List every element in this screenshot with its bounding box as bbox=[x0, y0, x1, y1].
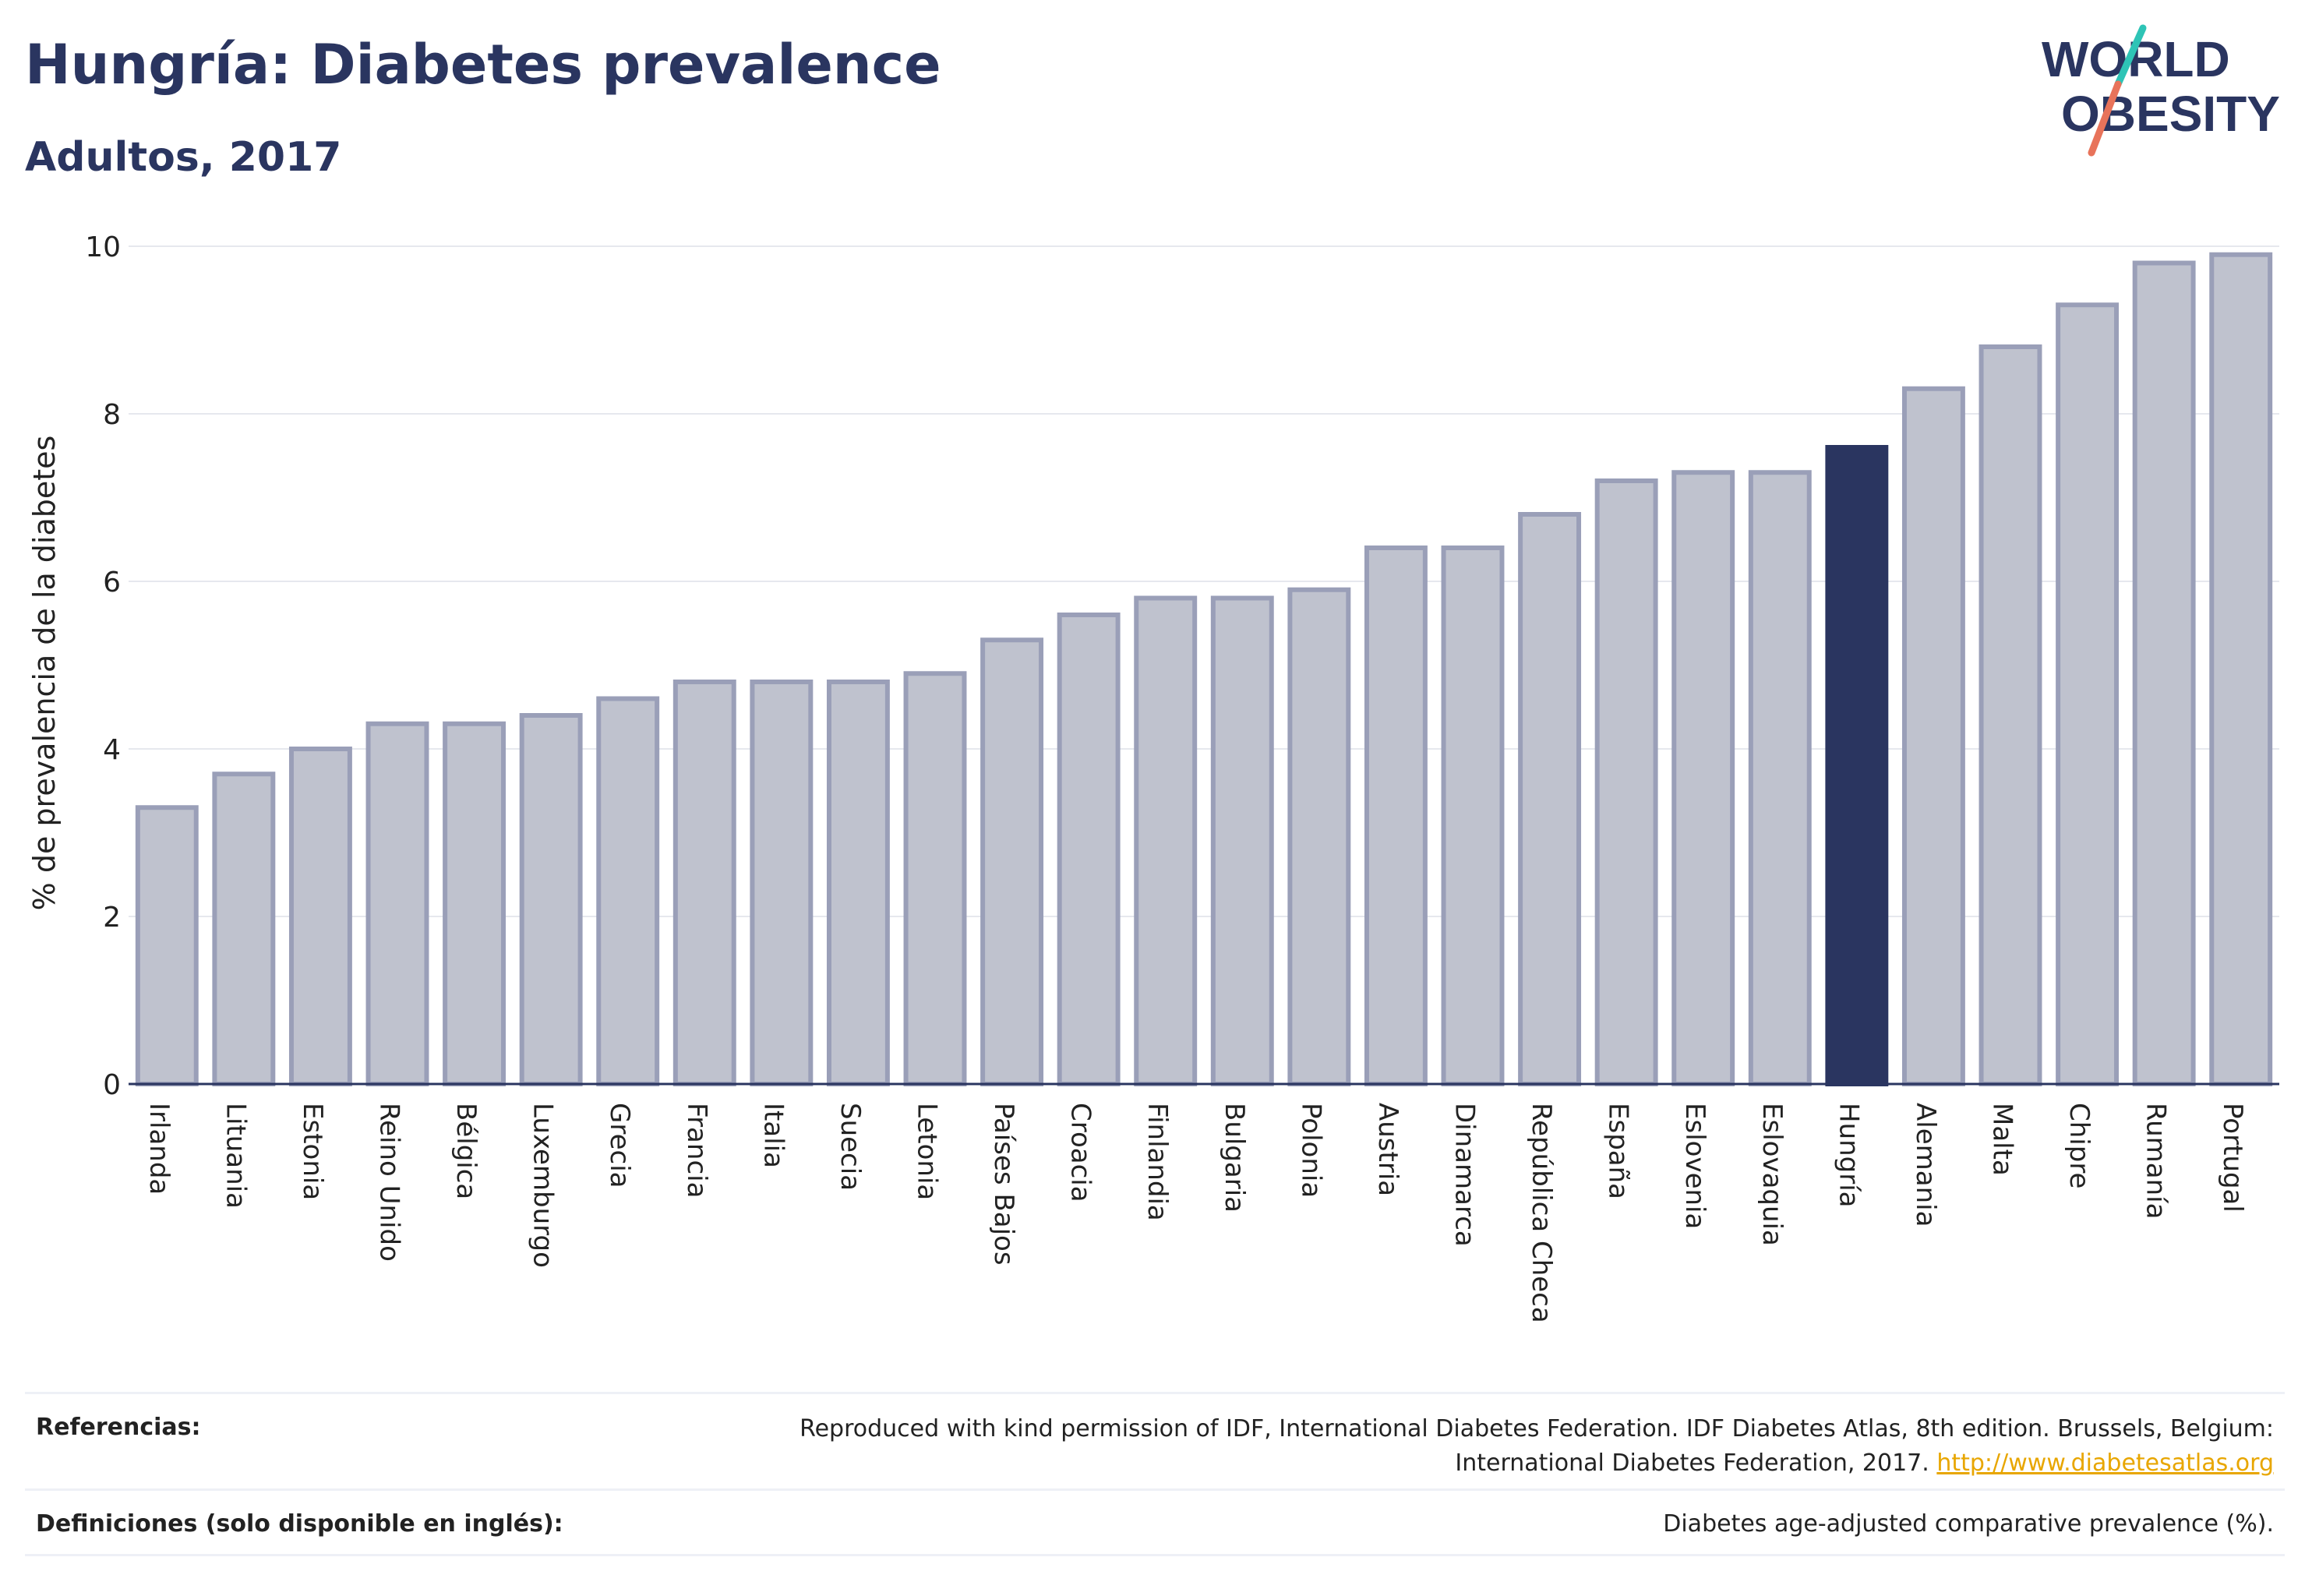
bar-dinamarca bbox=[1441, 546, 1505, 1086]
references-label: Referencias: bbox=[36, 1414, 201, 1441]
bar-grecia bbox=[596, 696, 660, 1086]
bar-irlanda bbox=[135, 805, 199, 1086]
x-tick-label: Polonia bbox=[1295, 1103, 1326, 1198]
x-tick-label: República Checa bbox=[1526, 1103, 1557, 1323]
bar-letonia bbox=[903, 671, 967, 1086]
bar-estonia bbox=[288, 747, 352, 1086]
x-tick-label: Alemania bbox=[1910, 1103, 1941, 1227]
x-tick-label: Grecia bbox=[604, 1103, 635, 1188]
y-tick-label: 0 bbox=[103, 1069, 121, 1101]
references-text-line2: International Diabetes Federation, 2017. bbox=[1455, 1449, 1929, 1477]
bar-francia bbox=[672, 680, 736, 1086]
definitions-text: Diabetes age-adjusted comparative preval… bbox=[1663, 1510, 2274, 1538]
x-tick-label: Bulgaria bbox=[1219, 1103, 1250, 1213]
logo-slash-teal bbox=[2114, 24, 2147, 88]
x-tick-label: Finlandia bbox=[1142, 1103, 1173, 1221]
references-link[interactable]: http://www.diabetesatlas.org bbox=[1936, 1449, 2274, 1477]
bar-rumanía bbox=[2132, 260, 2196, 1086]
x-tick-label: Irlanda bbox=[143, 1103, 175, 1195]
logo-slash-coral bbox=[2088, 80, 2122, 157]
x-tick-label: Austria bbox=[1372, 1103, 1403, 1196]
y-axis-label: % de prevalencia de la diabetes bbox=[27, 436, 62, 911]
x-tick-label: España bbox=[1603, 1103, 1634, 1199]
footer-divider-top bbox=[25, 1392, 2285, 1394]
references-text-line1: Reproduced with kind permission of IDF, … bbox=[800, 1415, 2274, 1442]
bar-reino-unido bbox=[365, 721, 429, 1086]
x-tick-label: Croacia bbox=[1065, 1103, 1096, 1202]
bar-lituania bbox=[212, 772, 276, 1086]
bar-portugal bbox=[2209, 252, 2273, 1086]
chart-subtitle: Adultos, 2017 bbox=[25, 134, 342, 181]
chart-title: Hungría: Diabetes prevalence bbox=[25, 33, 941, 97]
x-tick-label: Luxemburgo bbox=[528, 1103, 559, 1268]
y-tick-label: 2 bbox=[103, 902, 121, 934]
x-tick-label: Reino Unido bbox=[374, 1103, 405, 1262]
bar-italia bbox=[750, 680, 814, 1086]
bars bbox=[135, 252, 2273, 1086]
x-tick-label: Estonia bbox=[297, 1103, 328, 1200]
bar-malta bbox=[1978, 344, 2042, 1086]
references-section: Referencias: Reproduced with kind permis… bbox=[25, 1403, 2285, 1488]
x-tick-labels: Irlanda Lituania Estonia Reino Unido Bélgica… bbox=[143, 1103, 2248, 1323]
x-tick-label: Lituania bbox=[220, 1103, 251, 1209]
world-obesity-logo: WORLD OBESITY bbox=[2042, 24, 2280, 157]
bar-polonia bbox=[1287, 587, 1351, 1086]
y-tick-labels: 0 2 4 6 8 10 bbox=[85, 231, 121, 1101]
bar-países-bajos bbox=[980, 637, 1044, 1086]
x-tick-label: Dinamarca bbox=[1449, 1103, 1481, 1247]
bar-bulgaria bbox=[1210, 595, 1274, 1086]
x-tick-label: Malta bbox=[1987, 1103, 2018, 1176]
footer-divider-bottom bbox=[25, 1554, 2285, 1556]
x-tick-label: Italia bbox=[757, 1103, 789, 1168]
x-tick-label: Francia bbox=[681, 1103, 712, 1198]
bar-república-checa bbox=[1518, 512, 1582, 1086]
bar-eslovenia bbox=[1671, 470, 1735, 1086]
x-tick-label: Países Bajos bbox=[988, 1103, 1019, 1266]
definitions-label: Definiciones (solo disponible en inglés)… bbox=[36, 1510, 563, 1538]
bar-chart: 0 2 4 6 8 10 Irlanda Lituania Estonia Reino Unid… bbox=[27, 231, 2279, 1323]
x-tick-label: Bélgica bbox=[450, 1103, 482, 1199]
bar-bélgica bbox=[443, 721, 507, 1086]
bar-españa bbox=[1594, 478, 1658, 1086]
x-tick-label: Hungría bbox=[1833, 1103, 1864, 1208]
x-tick-label: Portugal bbox=[2217, 1103, 2248, 1213]
y-tick-label: 10 bbox=[85, 231, 121, 263]
definitions-section: Definiciones (solo disponible en inglés)… bbox=[25, 1498, 2285, 1552]
bar-austria bbox=[1364, 546, 1428, 1086]
bar-suecia bbox=[826, 680, 890, 1086]
y-tick-label: 8 bbox=[103, 399, 121, 431]
references-text: Reproduced with kind permission of IDF, … bbox=[404, 1412, 2274, 1481]
bar-chipre bbox=[2056, 302, 2120, 1086]
x-tick-label: Eslovaquia bbox=[1756, 1103, 1788, 1246]
x-tick-label: Letonia bbox=[912, 1103, 943, 1200]
x-tick-label: Suecia bbox=[835, 1103, 866, 1191]
bar-croacia bbox=[1057, 613, 1121, 1086]
x-tick-label: Eslovenia bbox=[1679, 1103, 1710, 1229]
bar-alemania bbox=[1901, 386, 1965, 1086]
bar-eslovaquia bbox=[1748, 470, 1812, 1086]
bar-finlandia bbox=[1134, 595, 1198, 1086]
bar-luxemburgo bbox=[519, 713, 583, 1086]
bar-hungría bbox=[1825, 445, 1889, 1086]
x-tick-label: Rumanía bbox=[2141, 1103, 2172, 1219]
x-tick-label: Chipre bbox=[2063, 1103, 2095, 1188]
footer-divider-middle bbox=[25, 1488, 2285, 1491]
y-tick-label: 4 bbox=[103, 734, 121, 766]
y-tick-label: 6 bbox=[103, 567, 121, 598]
